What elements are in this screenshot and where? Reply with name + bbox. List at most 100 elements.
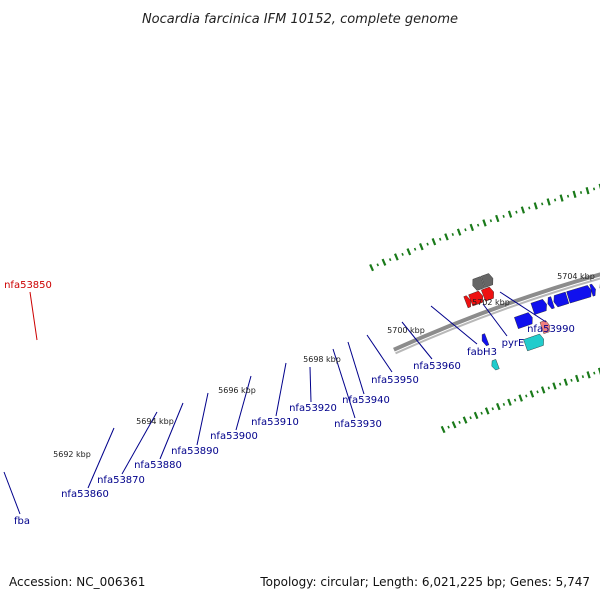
leader-line (235, 375, 252, 431)
backbone-outer (393, 272, 600, 352)
tick-mark (469, 223, 475, 232)
tick-mark (585, 187, 590, 195)
tick-mark (592, 187, 596, 191)
gene-arrow (589, 283, 596, 297)
tick-mark (547, 386, 551, 390)
kbp-label: 5694 kbp (136, 417, 174, 426)
tick-mark (533, 202, 538, 210)
tick-mark (502, 402, 506, 406)
tick-mark (369, 263, 375, 272)
tick-mark (447, 425, 450, 429)
tick-mark (462, 416, 468, 424)
tick-mark (419, 243, 424, 251)
backbone-highlight (395, 277, 600, 355)
tick-mark (388, 258, 392, 262)
tick-mark (482, 219, 487, 227)
gene-arrow (468, 290, 483, 307)
gene-arrow (514, 312, 533, 329)
tick-mark (489, 219, 493, 223)
gene-arrow (547, 296, 555, 310)
kbp-label: 5702 kbp (472, 298, 510, 307)
gene-label: nfa53900 (210, 431, 258, 442)
gene-arrow (463, 295, 471, 309)
tick-mark (464, 228, 467, 232)
tick-mark (491, 407, 494, 411)
tick-mark (393, 253, 399, 261)
gene-features (463, 273, 600, 371)
gene-arrow (553, 291, 570, 308)
leader-line (275, 362, 287, 417)
gene-arrow (523, 333, 544, 352)
tick-mark (476, 223, 480, 227)
tick-mark (513, 398, 517, 402)
gene-label: nfa53890 (171, 446, 219, 457)
gene-label: nfa53920 (289, 403, 337, 414)
kbp-label: 5696 kbp (218, 386, 256, 395)
gene-arrow (481, 286, 494, 302)
leader-line (401, 321, 433, 360)
tick-mark (572, 190, 577, 199)
gene-label: nfa53870 (97, 475, 145, 486)
gene-label: nfa53990 (527, 324, 575, 335)
gene-arrow (566, 285, 592, 304)
leader-line (196, 392, 209, 446)
tick-mark (469, 416, 472, 420)
gene-label: nfa53910 (251, 417, 299, 428)
tick-mark (552, 382, 557, 390)
genome-backbone (393, 272, 600, 355)
tick-mark (473, 411, 479, 420)
tick-mark (507, 210, 513, 218)
tick-mark (528, 206, 531, 210)
kbp-label: 5698 kbp (303, 355, 341, 364)
gene-arrow (491, 359, 500, 371)
gene-label: nfa53940 (342, 395, 390, 406)
tick-mark (438, 237, 442, 241)
tick-mark (431, 238, 437, 246)
tick-mark (540, 386, 546, 394)
tick-mark (581, 375, 585, 379)
kbp-label: 5704 kbp (557, 272, 595, 281)
tick-mark (575, 374, 580, 383)
leader-line (121, 411, 158, 475)
tick-mark (597, 367, 600, 375)
leader-line (499, 291, 547, 323)
tick-mark (456, 228, 462, 236)
gene-label: nfa53850 (4, 280, 52, 291)
tick-mark (559, 194, 564, 202)
gene-arrow (539, 320, 550, 334)
tick-mark (570, 378, 573, 382)
kbp-scale-labels: 5692 kbp 5694 kbp 5696 kbp 5698 kbp 5700 kbp… (53, 272, 595, 459)
tick-mark (515, 210, 518, 214)
tick-mark (426, 242, 429, 246)
leader-line (29, 291, 38, 341)
gene-arrow (472, 276, 485, 291)
gene-label: pyrE (502, 338, 525, 349)
leader-line (159, 402, 184, 460)
kbp-label: 5692 kbp (53, 450, 91, 459)
tick-mark (502, 214, 505, 218)
gene-labels: nfa53850 nfa53860 nfa53870 nfa53880 nfa53890… (4, 280, 575, 527)
gene-label: nfa53960 (413, 361, 461, 372)
gene-label: fabH3 (467, 347, 497, 358)
map-title: Nocardia farcinica IFM 10152, complete g… (142, 12, 458, 27)
tick-mark (440, 425, 446, 434)
leader-line (366, 334, 393, 373)
tick-mark (507, 398, 512, 406)
tick-mark (558, 382, 562, 386)
tick-mark (495, 214, 500, 223)
gene-label: nfa53880 (134, 460, 182, 471)
tick-mark (553, 198, 557, 202)
tick-mark (451, 421, 457, 429)
tick-mark (458, 420, 461, 424)
tick-mark (518, 394, 523, 402)
tick-mark (529, 390, 535, 398)
tick-mark (566, 194, 570, 198)
tick-mark (563, 378, 568, 386)
tick-mark (381, 258, 387, 266)
leader-line (3, 471, 21, 515)
kbp-label: 5700 kbp (387, 326, 425, 335)
tick-mark (520, 206, 525, 214)
tick-mark (406, 248, 412, 256)
tick-mark (593, 371, 596, 375)
